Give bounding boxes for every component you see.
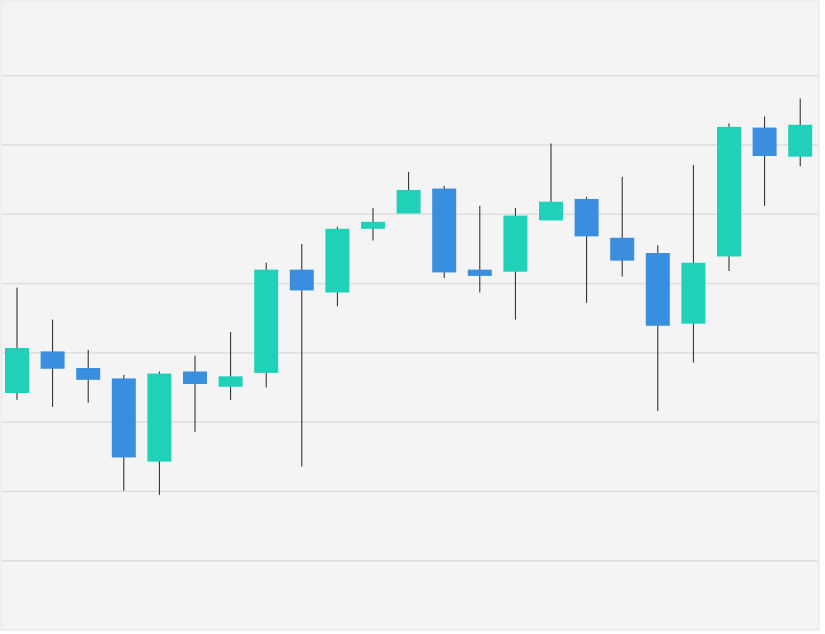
candle-body: [432, 188, 457, 273]
candle-body: [645, 253, 670, 326]
candle-body: [467, 269, 492, 276]
candle-body: [752, 127, 777, 156]
candle-body: [361, 221, 385, 229]
candle-body: [681, 262, 706, 324]
candle-body: [183, 371, 207, 384]
candle-body: [539, 201, 563, 221]
candle-body: [717, 126, 741, 257]
candle-body: [111, 378, 136, 458]
candle-body: [218, 376, 243, 387]
candle-body: [574, 198, 599, 237]
candle-body: [325, 228, 350, 293]
candle-body: [503, 215, 528, 272]
candle-body: [396, 189, 421, 214]
candle-body: [5, 347, 29, 393]
candle-body: [788, 124, 813, 157]
candle-body: [610, 237, 635, 261]
candle-body: [254, 269, 279, 373]
candle-body: [147, 373, 172, 462]
candle-body: [289, 269, 314, 291]
candle-body: [76, 368, 101, 380]
candle-body: [40, 351, 65, 369]
